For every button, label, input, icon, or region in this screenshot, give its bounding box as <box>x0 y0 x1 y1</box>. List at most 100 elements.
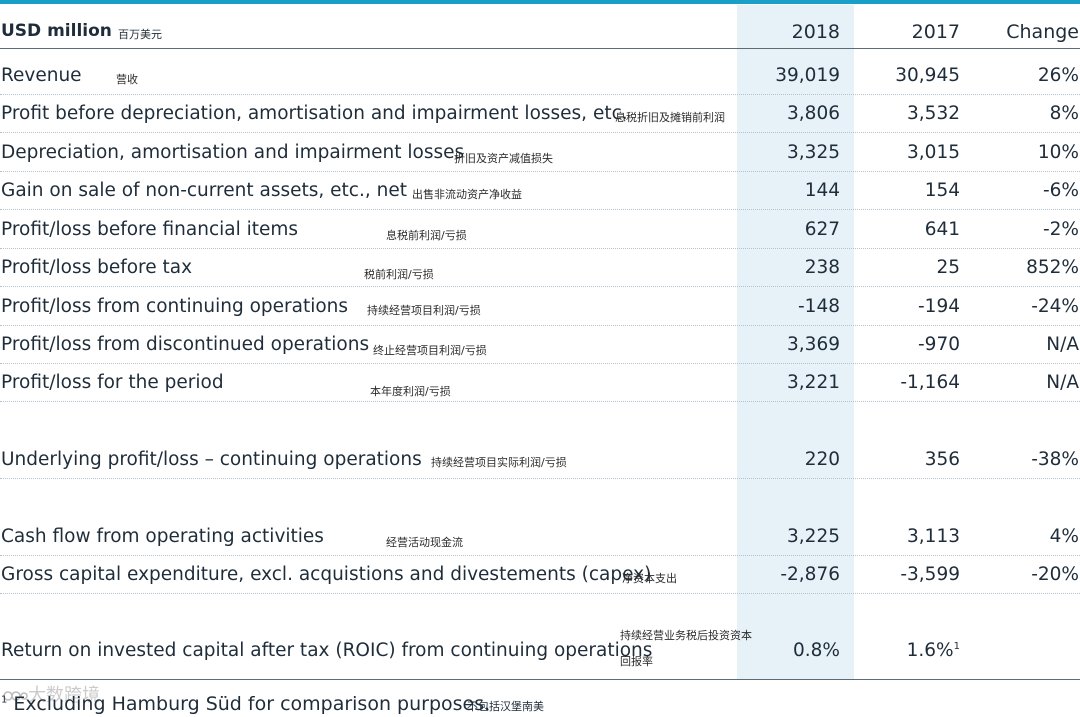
value-2018: 3,221 <box>787 372 840 393</box>
row-label-cn: 经营活动现金流 <box>386 536 463 549</box>
table-row: Gross capital expenditure, excl. acquist… <box>0 556 1080 594</box>
value-2018: 144 <box>804 180 840 201</box>
value-2018: 3,806 <box>787 103 840 124</box>
row-label: Profit before depreciation, amortisation… <box>1 103 628 124</box>
row-label-cn: 本年度利润/亏损 <box>370 385 451 398</box>
footnote: 1 Excluding Hamburg Süd for comparison p… <box>1 693 490 715</box>
row-divider <box>0 325 1080 326</box>
row-label: Depreciation, amortisation and impairmen… <box>1 142 465 163</box>
value-2018: -148 <box>798 296 840 317</box>
row-label: Profit/loss from continuing operations <box>1 296 349 317</box>
row-divider <box>0 286 1080 287</box>
table-row: Underlying profit/loss – continuing oper… <box>0 441 1080 479</box>
top-accent-bar <box>0 0 1080 4</box>
value-2017: 3,532 <box>907 103 960 124</box>
value-2017: 1.6%1 <box>907 640 960 661</box>
row-label-cn: 折旧及资产减值损失 <box>454 152 553 165</box>
header-title-cn: 百万美元 <box>118 28 162 41</box>
table-bottom-border <box>0 679 1080 680</box>
value-change: -24% <box>1031 296 1079 317</box>
table-row: Revenue 营收 39,019 30,945 26% <box>0 57 1080 95</box>
row-label: Profit/loss from discontinued operations <box>1 334 370 355</box>
row-label-cn: 净资本支出 <box>622 572 677 585</box>
header-title: USD million <box>1 21 112 41</box>
value-change: 852% <box>1026 257 1079 278</box>
value-2017: 154 <box>924 180 960 201</box>
table-row: Cash flow from operating activities 经营活动… <box>0 518 1080 556</box>
row-label-cn: 出售非流动资产净收益 <box>412 188 522 201</box>
value-change: 26% <box>1037 65 1079 86</box>
table-row: Profit/loss from continuing operations 持… <box>0 288 1080 326</box>
value-2017: 3,113 <box>907 526 960 547</box>
row-label-cn: 营收 <box>116 73 138 86</box>
row-divider <box>0 593 1080 594</box>
row-divider <box>0 401 1080 402</box>
value-2017: 641 <box>924 219 960 240</box>
value-change: 4% <box>1049 526 1079 547</box>
table-row: Profit/loss from discontinued operations… <box>0 326 1080 364</box>
value-2018: 3,369 <box>787 334 840 355</box>
header-col-change: Change <box>1006 21 1079 43</box>
table-row: Return on invested capital after tax (RO… <box>0 629 1080 670</box>
value-change: -2% <box>1042 219 1079 240</box>
value-2017: 3,015 <box>907 142 960 163</box>
row-label: Gross capital expenditure, excl. acquist… <box>1 564 652 585</box>
value-2018: 0.8% <box>793 640 840 661</box>
value-2017: -3,599 <box>900 564 960 585</box>
watermark-logo-icon <box>3 691 28 701</box>
row-label: Return on invested capital after tax (RO… <box>1 640 653 661</box>
row-label: Profit/loss before tax <box>1 257 193 278</box>
watermark-text: 大数跨境 <box>28 685 100 706</box>
footnote-marker: 1 <box>1 694 8 706</box>
value-change: N/A <box>1046 372 1079 393</box>
value-2017-text: 1.6% <box>906 640 954 661</box>
footnote-text: Excluding Hamburg Süd for comparison pur… <box>7 693 491 715</box>
value-2017: -970 <box>918 334 960 355</box>
row-label: Gain on sale of non-current assets, etc.… <box>1 180 407 201</box>
row-divider <box>0 94 1080 95</box>
row-label: Profit/loss before financial items <box>1 219 299 240</box>
row-label: Underlying profit/loss – continuing oper… <box>1 449 422 470</box>
footnote-ref: 1 <box>953 640 960 652</box>
value-2018: 3,325 <box>787 142 840 163</box>
row-label-cn: 持续经营项目实际利润/亏损 <box>431 456 567 469</box>
row-label-cn: 持续经营业务税后投资资本 <box>620 629 752 642</box>
value-2018: 238 <box>804 257 840 278</box>
row-divider <box>0 248 1080 249</box>
value-2017: -194 <box>918 296 960 317</box>
value-2017: 356 <box>924 449 960 470</box>
value-2017: 25 <box>936 257 960 278</box>
value-change: -38% <box>1031 449 1079 470</box>
table-row: Profit/loss before tax 税前利润/亏损 238 25 85… <box>0 249 1080 287</box>
value-2018: -2,876 <box>780 564 840 585</box>
table-row: Profit before depreciation, amortisation… <box>0 95 1080 133</box>
value-2018: 3,225 <box>787 526 840 547</box>
value-2017: 30,945 <box>895 65 960 86</box>
row-label-cn: 持续经营项目利润/亏损 <box>367 304 481 317</box>
header-divider <box>0 48 1080 49</box>
footnote-cn: 不包括汉堡南美 <box>467 700 544 713</box>
row-label-cn: 终止经营项目利润/亏损 <box>373 344 487 357</box>
value-change: -6% <box>1042 180 1079 201</box>
value-2018: 220 <box>804 449 840 470</box>
row-label-cn: 息税折旧及摊销前利润 <box>615 111 725 124</box>
value-2018: 39,019 <box>775 65 840 86</box>
row-label: Cash flow from operating activities <box>1 526 324 547</box>
row-divider <box>0 363 1080 364</box>
watermark: 大数跨境 <box>2 681 100 707</box>
value-change: 8% <box>1049 103 1079 124</box>
column-2018-highlight <box>737 5 854 680</box>
row-label: Profit/loss for the period <box>1 372 224 393</box>
value-change: -20% <box>1031 564 1079 585</box>
table-row: Profit/loss for the period 本年度利润/亏损 3,22… <box>0 364 1080 402</box>
value-2018: 627 <box>804 219 840 240</box>
row-divider <box>0 209 1080 210</box>
value-change: 10% <box>1037 142 1079 163</box>
table-row: Gain on sale of non-current assets, etc.… <box>0 172 1080 210</box>
value-change: N/A <box>1046 334 1079 355</box>
row-divider <box>0 171 1080 172</box>
row-divider <box>0 478 1080 479</box>
row-label: Revenue <box>1 65 82 86</box>
header-col-2017: 2017 <box>911 21 960 43</box>
row-label-cn: 息税前利润/亏损 <box>386 229 467 242</box>
